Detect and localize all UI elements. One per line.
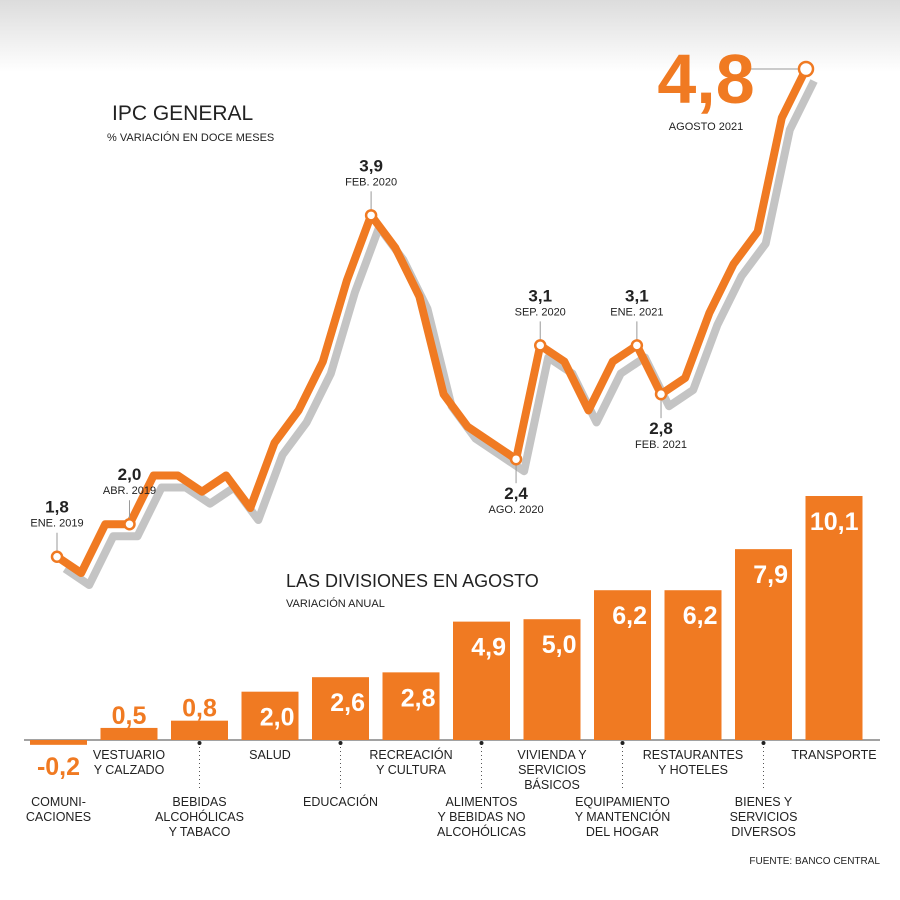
category-label: VIVIENDA Y SERVICIOS BÁSICOS: [517, 748, 587, 792]
value-label: 2,4: [504, 484, 528, 503]
big-value-label: 4,8: [657, 40, 754, 118]
bar-value-label: 7,9: [753, 561, 788, 589]
date-label: AGOSTO 2021: [669, 121, 743, 133]
bar-value-label: 2,6: [330, 689, 365, 717]
category-label: TRANSPORTE: [791, 748, 876, 762]
bar: [100, 727, 158, 740]
bar: [312, 677, 369, 740]
value-label: 1,8: [45, 498, 69, 517]
value-label: 3,9: [359, 156, 383, 175]
tick-dot: [338, 741, 343, 745]
category-label: RESTAURANTES Y HOTELES: [643, 748, 743, 777]
bar: [30, 740, 87, 745]
value-label: 3,1: [528, 286, 552, 305]
bar-value-label: 2,8: [401, 684, 436, 712]
point: [123, 517, 136, 531]
bar: [664, 590, 722, 740]
source: FUENTE: BANCO CENTRAL: [749, 856, 880, 867]
point: [533, 339, 547, 352]
point: [797, 60, 815, 78]
date-label: ENE. 2021: [610, 306, 663, 318]
category-label: BEBIDAS ALCOHÓLICAS Y TABACO: [155, 795, 244, 839]
value-label: 2,8: [649, 419, 673, 438]
category-label: ALIMENTOS Y BEBIDAS NO ALCOHÓLICAS: [437, 795, 526, 839]
bar: [805, 496, 863, 740]
bar: [382, 672, 440, 740]
point: [509, 452, 523, 466]
point: [50, 550, 64, 563]
category-label: BIENES Y SERVICIOS DIVERSOS: [730, 795, 798, 839]
bar-subtitle: VARIACIÓN ANUAL: [286, 597, 385, 610]
bar: [171, 720, 228, 740]
date-label: AGO. 2020: [489, 504, 544, 516]
date-label: ENE. 2019: [30, 518, 83, 530]
bar: [523, 619, 581, 740]
line-title: IPC GENERAL: [112, 102, 253, 125]
tick-dot: [761, 741, 766, 745]
category-label: SALUD: [249, 748, 291, 762]
category-label: EQUIPAMIENTO Y MANTENCIÓN DEL HOGAR: [575, 795, 671, 839]
line: [54, 67, 810, 577]
line-shadow: [62, 79, 818, 589]
bar-value-label: 6,2: [612, 602, 647, 630]
bar-value-label: -0,2: [37, 753, 80, 781]
date-label: FEB. 2021: [635, 439, 687, 451]
bar-value-label: 5,0: [542, 631, 577, 659]
bar-title: LAS DIVISIONES EN AGOSTO: [286, 571, 539, 591]
category-label: RECREACIÓN Y CULTURA: [369, 747, 452, 777]
date-label: FEB. 2020: [345, 176, 397, 188]
value-label: 3,1: [625, 286, 649, 305]
point: [654, 387, 668, 401]
bar-value-label: 6,2: [683, 602, 718, 630]
point: [364, 209, 378, 222]
bar: [241, 691, 299, 740]
date-label: ABR. 2019: [103, 485, 156, 497]
top-band: [0, 0, 900, 72]
line-subtitle: % VARIACIÓN EN DOCE MESES: [107, 131, 274, 144]
value-label: 2,0: [118, 465, 142, 484]
point: [630, 339, 644, 352]
bar-value-label: 2,0: [260, 704, 295, 732]
category-label: VESTUARIO Y CALZADO: [93, 748, 166, 777]
bar-value-label: 10,1: [810, 508, 859, 536]
bar-value-label: 4,9: [471, 634, 506, 662]
bar-value-label: 0,8: [182, 695, 217, 723]
bar: [735, 549, 792, 740]
category-label: EDUCACIÓN: [303, 794, 378, 809]
date-label: SEP. 2020: [515, 306, 566, 318]
tick-dot: [620, 741, 625, 745]
bar: [453, 621, 510, 740]
category-label: COMUNI-CACIONES: [26, 795, 91, 824]
bar: [594, 590, 651, 740]
tick-dot: [479, 741, 484, 745]
tick-dot: [197, 741, 202, 745]
bar-value-label: 0,5: [112, 702, 147, 730]
